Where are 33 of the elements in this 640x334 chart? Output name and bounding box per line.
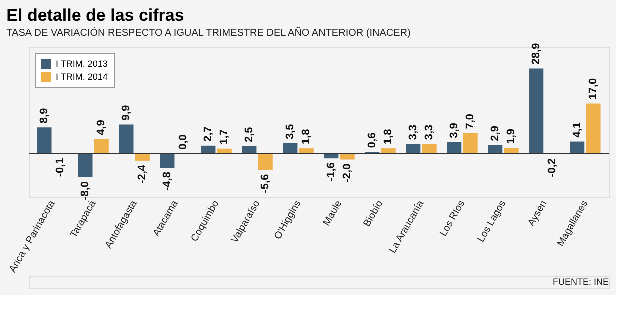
legend-label: I TRIM. 2014 — [56, 72, 108, 82]
data-label: 1,8 — [300, 129, 313, 145]
data-label: 3,3 — [407, 124, 420, 140]
data-label: -0,1 — [54, 158, 67, 178]
data-label: 1,8 — [382, 129, 395, 145]
data-label: -5,6 — [260, 174, 272, 194]
data-label: 4,1 — [571, 122, 584, 138]
data-label: 2,9 — [489, 126, 502, 142]
data-label: 4,9 — [96, 120, 108, 136]
data-label: 28,9 — [530, 43, 542, 65]
data-label: 8,9 — [38, 108, 50, 124]
data-label: 3,3 — [424, 124, 436, 140]
legend-label: I TRIM. 2013 — [56, 59, 108, 69]
data-label: -2,0 — [342, 164, 354, 183]
data-label: -4,8 — [161, 172, 174, 191]
data-label: 0,0 — [178, 134, 190, 150]
data-label: 2,5 — [243, 127, 256, 143]
data-label: 3,9 — [448, 123, 460, 138]
data-label: 1,7 — [218, 130, 231, 145]
data-label: -2,4 — [136, 164, 149, 184]
data-label: 3,5 — [284, 124, 296, 140]
data-label: 2,7 — [202, 126, 214, 142]
data-label: -8,0 — [79, 181, 92, 200]
data-label: 0,6 — [366, 132, 378, 148]
source-note: FUENTE: INE — [552, 277, 609, 287]
chart-subtitle: TASA DE VARIACIÓN RESPECTO A IGUAL TRIMESTRE DEL AÑO ANTERIOR (INACER) — [6, 26, 411, 39]
data-label: 1,9 — [506, 128, 518, 144]
data-label: -0,2 — [546, 158, 559, 178]
data-label: 7,0 — [464, 114, 477, 130]
chart-title: El detalle de las cifras — [6, 6, 184, 25]
data-label: 17,0 — [588, 78, 600, 100]
data-label: -1,6 — [325, 162, 338, 182]
data-label: 9,9 — [120, 105, 132, 121]
